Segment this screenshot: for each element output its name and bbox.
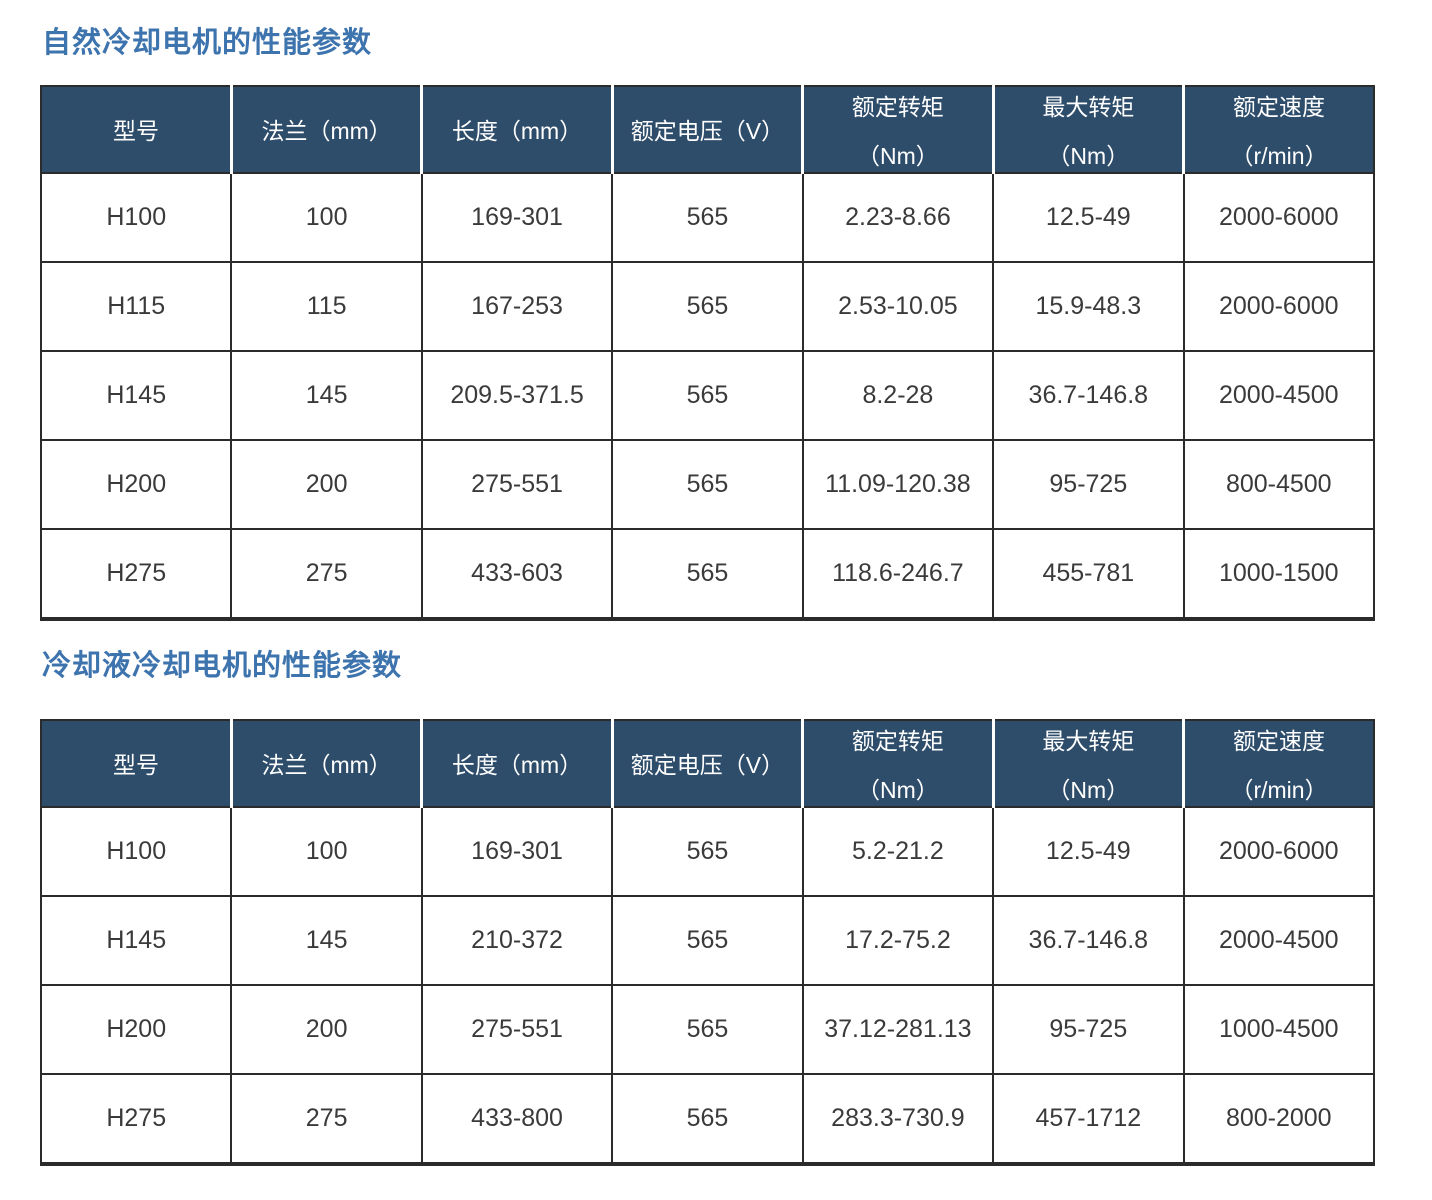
table-cell: 36.7-146.8 (992, 349, 1185, 441)
table-cell: 100 (230, 171, 423, 263)
table-cell: 95-725 (992, 438, 1185, 530)
table-cell: 565 (611, 527, 804, 620)
column-header: 最大转矩 （Nm） (993, 85, 1186, 174)
liquid-cooling-section: 冷却液冷却电机的性能参数 型号 法兰（mm） 长度（mm） 额定电压（V） 额定转矩 （N… (39, 649, 1376, 1166)
table-cell: 200 (230, 438, 423, 530)
table-cell: H275 (39, 527, 233, 620)
natural-cooling-title: 自然冷却电机的性能参数 (42, 27, 373, 59)
table-cell: H145 (39, 894, 233, 986)
table-cell: 565 (611, 983, 804, 1075)
table-cell: 2000-4500 (1182, 894, 1376, 986)
table-cell: 275-551 (420, 438, 614, 530)
table-cell: 565 (611, 260, 804, 352)
table-cell: 1000-1500 (1182, 527, 1376, 620)
table-cell: 565 (611, 171, 804, 263)
table-cell: 2000-6000 (1182, 260, 1376, 352)
table-cell: 433-800 (420, 1072, 614, 1165)
table-cell: H145 (39, 349, 233, 441)
table-cell: 37.12-281.13 (801, 983, 995, 1075)
table-row: H275 275 433-800 565 283.3-730.9 457-1712 800-… (39, 1072, 1376, 1165)
table-cell: 455-781 (992, 527, 1185, 620)
column-header: 长度（mm） (421, 719, 614, 808)
table-cell: 800-4500 (1182, 438, 1376, 530)
table-cell: 209.5-371.5 (420, 349, 614, 441)
liquid-cooling-table: 型号 法兰（mm） 长度（mm） 额定电压（V） 额定转矩 （Nm） 最大转矩 （Nm） 额定速… (39, 718, 1376, 1166)
table-cell: 565 (611, 1072, 804, 1165)
table-cell: H275 (39, 1072, 233, 1165)
table-cell: 8.2-28 (801, 349, 995, 441)
table-row: H145 145 209.5-371.5 565 8.2-28 36.7-146.8 200… (39, 349, 1376, 441)
table-cell: 95-725 (992, 983, 1185, 1075)
table-cell: 275 (230, 1072, 423, 1165)
table-cell: 565 (611, 438, 804, 530)
table-cell: 565 (611, 349, 804, 441)
column-header: 法兰（mm） (231, 85, 424, 174)
table-cell: 565 (611, 894, 804, 986)
table-cell: 2.23-8.66 (801, 171, 995, 263)
table-cell: H100 (39, 805, 233, 897)
table-cell: 433-603 (420, 527, 614, 620)
table-row: H200 200 275-551 565 11.09-120.38 95-725 800-4… (39, 438, 1376, 530)
table-row: H200 200 275-551 565 37.12-281.13 95-725 1000-… (39, 983, 1376, 1075)
table-cell: 2.53-10.05 (801, 260, 995, 352)
table-cell: 275 (230, 527, 423, 620)
natural-cooling-section: 自然冷却电机的性能参数 型号 法兰（mm） 长度（mm） 额定电压（V） 额定转矩 （Nm… (39, 26, 1376, 621)
column-header: 额定转矩 （Nm） (802, 719, 995, 808)
table-cell: 11.09-120.38 (801, 438, 995, 530)
column-header: 型号 (41, 719, 233, 808)
table-cell: 12.5-49 (992, 805, 1185, 897)
table-cell: 118.6-246.7 (801, 527, 995, 620)
table-cell: 200 (230, 983, 423, 1075)
table-cell: 115 (230, 260, 423, 352)
table-cell: 2000-6000 (1182, 171, 1376, 263)
table-cell: 2000-6000 (1182, 805, 1376, 897)
table-cell: 169-301 (420, 171, 614, 263)
table-cell: 283.3-730.9 (801, 1072, 995, 1165)
table-row: H115 115 167-253 565 2.53-10.05 15.9-48.3 2000… (39, 260, 1376, 352)
column-header: 型号 (41, 85, 233, 174)
table-cell: 15.9-48.3 (992, 260, 1185, 352)
liquid-cooling-title: 冷却液冷却电机的性能参数 (42, 649, 403, 682)
column-header: 最大转矩 （Nm） (993, 719, 1186, 808)
table-row: H100 100 169-301 565 2.23-8.66 12.5-49 2000-60… (39, 171, 1376, 263)
natural-cooling-table: 型号 法兰（mm） 长度（mm） 额定电压（V） 额定转矩 （Nm） 最大转矩 （Nm） 额定速… (39, 84, 1376, 621)
table-row: H145 145 210-372 565 17.2-75.2 36.7-146.8 2000… (39, 894, 1376, 986)
table-cell: 210-372 (420, 894, 614, 986)
table-cell: 1000-4500 (1182, 983, 1376, 1075)
table-cell: 457-1712 (992, 1072, 1185, 1165)
table-row: H275 275 433-603 565 118.6-246.7 455-781 1000-… (39, 527, 1376, 620)
table-cell: H115 (39, 260, 233, 352)
table-cell: 145 (230, 349, 423, 441)
table-cell: 167-253 (420, 260, 614, 352)
header-row: 型号 法兰（mm） 长度（mm） 额定电压（V） 额定转矩 （Nm） 最大转矩 （Nm） 额定速… (41, 719, 1376, 808)
table-cell: 17.2-75.2 (801, 894, 995, 986)
table-cell: 100 (230, 805, 423, 897)
table-cell: 169-301 (420, 805, 614, 897)
table-cell: 12.5-49 (992, 171, 1185, 263)
column-header: 额定转矩 （Nm） (802, 85, 995, 174)
table-row: H100 100 169-301 565 5.2-21.2 12.5-49 2000-600… (39, 805, 1376, 897)
column-header: 额定速度 （r/min） (1183, 85, 1376, 174)
column-header: 长度（mm） (421, 85, 614, 174)
table-cell: 36.7-146.8 (992, 894, 1185, 986)
column-header: 额定电压（V） (612, 85, 805, 174)
column-header: 法兰（mm） (231, 719, 424, 808)
table-cell: H200 (39, 438, 233, 530)
column-header: 额定电压（V） (612, 719, 805, 808)
table-cell: 2000-4500 (1182, 349, 1376, 441)
table-cell: H200 (39, 983, 233, 1075)
header-row: 型号 法兰（mm） 长度（mm） 额定电压（V） 额定转矩 （Nm） 最大转矩 （Nm） 额定速… (41, 85, 1376, 174)
table-cell: 275-551 (420, 983, 614, 1075)
table-cell: 145 (230, 894, 423, 986)
table-cell: H100 (39, 171, 233, 263)
table-cell: 800-2000 (1182, 1072, 1376, 1165)
table-cell: 5.2-21.2 (801, 805, 995, 897)
column-header: 额定速度 （r/min） (1183, 719, 1376, 808)
table-cell: 565 (611, 805, 804, 897)
